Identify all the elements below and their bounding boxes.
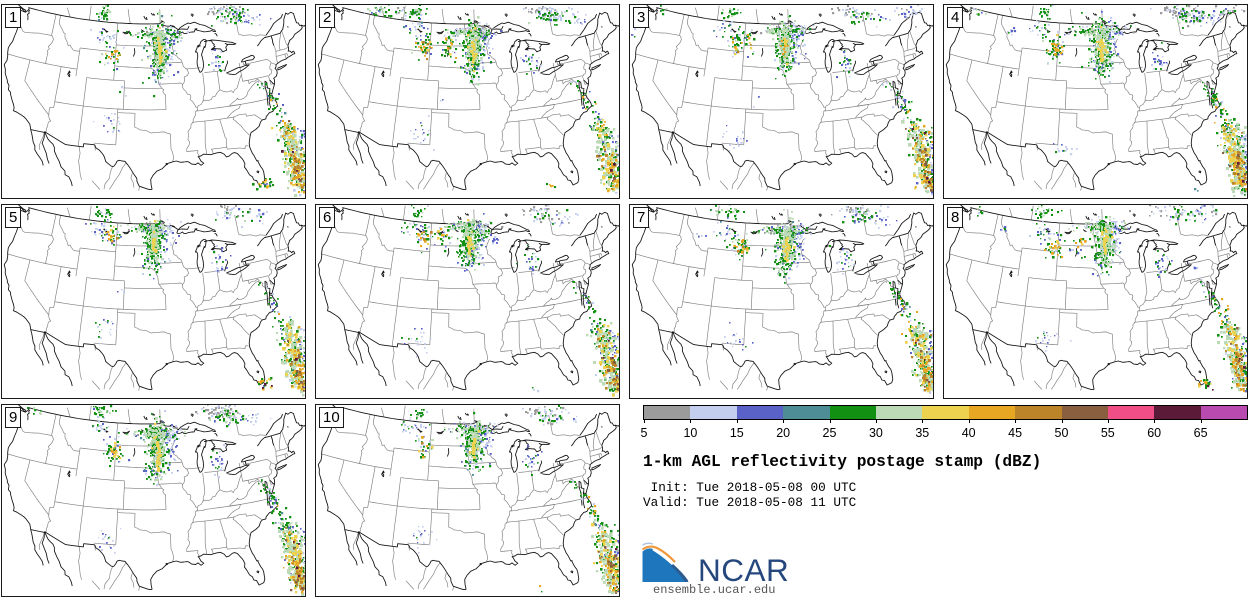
svg-text:NCAR: NCAR <box>698 552 789 587</box>
